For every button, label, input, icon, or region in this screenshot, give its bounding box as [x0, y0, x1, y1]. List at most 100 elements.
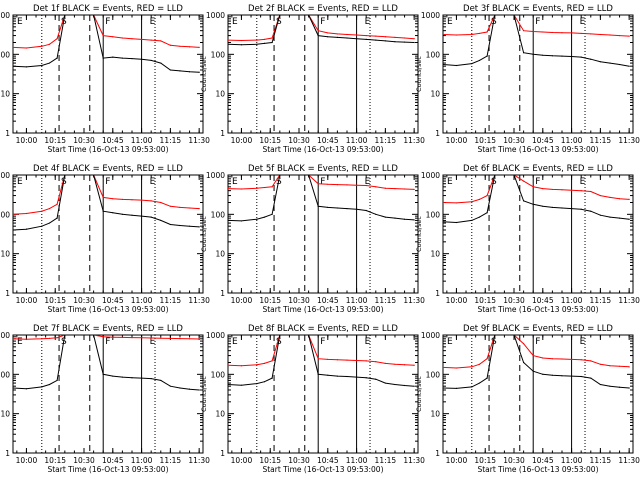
lld-data-point	[551, 31, 553, 34]
lld-data-point	[523, 343, 525, 345]
x-tick-label: 10:30	[503, 296, 525, 305]
lld-data-point	[327, 183, 329, 185]
lld-data-point	[56, 337, 58, 339]
x-tick-label: 10:15	[44, 136, 66, 145]
series-group	[13, 15, 200, 73]
events-data-point	[64, 15, 66, 16]
events-data-point	[551, 55, 553, 57]
lld-data-point	[48, 207, 51, 210]
x-tick-label: 10:15	[474, 456, 496, 465]
events-data-point	[513, 15, 515, 16]
panel-title: Det 1f BLACK = Events, RED = LLD	[33, 4, 183, 14]
events-data-point	[542, 54, 544, 56]
events-data-point	[73, 335, 76, 336]
x-tick-label: 11:00	[561, 136, 583, 145]
events-data-point	[160, 379, 162, 382]
lld-data-point	[228, 39, 229, 41]
x-tick-label: 11:00	[561, 456, 583, 465]
lld-data-point	[160, 40, 162, 42]
events-data-point	[169, 223, 171, 226]
events-data-point	[471, 386, 473, 388]
lld-data-point	[112, 198, 114, 200]
events-data-point	[486, 212, 488, 214]
y-tick-label: 1000	[421, 171, 440, 180]
lld-data-point	[590, 33, 592, 35]
x-tick-label: 10:45	[317, 136, 339, 145]
lld-data-point	[150, 39, 152, 41]
interval-marker: E	[232, 17, 238, 27]
lld-data-point	[256, 187, 258, 189]
lld-data-point	[523, 30, 525, 32]
events-data-point	[288, 335, 291, 336]
lld-data-point	[478, 198, 481, 200]
lld-data-point	[443, 201, 444, 204]
events-data-point	[561, 55, 563, 57]
lld-data-point	[478, 363, 481, 365]
lld-data-point	[580, 32, 582, 35]
events-data-point	[486, 55, 488, 57]
panel-title: Det 7f BLACK = Events, RED = LLD	[33, 324, 183, 334]
interval-marker: F	[320, 17, 325, 27]
events-data-point	[169, 385, 171, 387]
events-data-point	[590, 58, 592, 60]
panel-title: Det 9f BLACK = Events, RED = LLD	[463, 324, 613, 334]
events-data-point	[365, 209, 367, 212]
lld-data-point	[609, 34, 611, 36]
x-axis-label: Start Time (16-Oct-13 09:53:00)	[47, 465, 168, 474]
x-axis-label: Start Time (16-Oct-13 09:53:00)	[262, 465, 383, 474]
x-tick-label: 10:15	[44, 456, 66, 465]
lld-data-point	[455, 367, 458, 369]
events-series-line	[228, 335, 415, 387]
lld-data-point	[169, 44, 171, 46]
interval-marker: S	[491, 177, 497, 187]
events-data-point	[394, 383, 396, 386]
lld-data-point	[263, 38, 266, 40]
lld-data-point	[628, 35, 630, 37]
interval-marker: S	[276, 17, 282, 27]
events-data-point	[580, 208, 582, 210]
lld-data-point	[179, 45, 181, 47]
events-data-point	[443, 63, 444, 66]
lld-data-point	[478, 32, 481, 35]
events-data-point	[112, 212, 114, 214]
events-data-point	[336, 375, 338, 377]
x-tick-label: 10:45	[532, 296, 554, 305]
events-data-point	[355, 38, 358, 40]
events-data-point	[121, 57, 123, 59]
lld-data-point	[41, 210, 43, 212]
lld-data-point	[140, 337, 143, 339]
lld-data-point	[628, 366, 630, 368]
events-data-point	[355, 376, 358, 378]
plot-frame	[442, 334, 634, 454]
interval-marker: E	[150, 337, 156, 347]
x-tick-label: 10:45	[102, 296, 124, 305]
interval-marker: E	[232, 337, 238, 347]
lld-data-point	[256, 39, 258, 41]
interval-marker: E	[232, 177, 238, 187]
events-series-line	[443, 15, 630, 67]
events-data-point	[140, 58, 143, 60]
panel-det-2: Det 2f BLACK = Events, RED = LLD 1 10 100 10…	[200, 4, 425, 154]
interval-marker: F	[535, 337, 540, 347]
marker-lines	[41, 335, 156, 453]
x-axis-label: Start Time (16-Oct-13 09:53:00)	[47, 145, 168, 154]
lld-data-point	[403, 364, 406, 366]
marker-lines	[256, 335, 371, 453]
lld-data-point	[13, 46, 14, 49]
events-data-point	[365, 377, 367, 379]
lld-data-point	[365, 360, 367, 362]
events-data-point	[198, 71, 200, 73]
events-data-point	[455, 387, 458, 389]
series-group	[443, 335, 630, 389]
interval-marker: F	[535, 177, 540, 187]
events-data-point	[131, 377, 133, 379]
interval-marker: S	[276, 177, 282, 187]
series-group	[443, 175, 630, 224]
events-data-point	[308, 15, 310, 16]
events-data-point	[56, 379, 58, 382]
x-tick-label: 11:15	[160, 296, 182, 305]
y-tick-label: 100	[0, 210, 10, 219]
events-data-point	[618, 63, 621, 66]
x-tick-label: 10:15	[44, 296, 66, 305]
lld-data-point	[25, 47, 28, 49]
